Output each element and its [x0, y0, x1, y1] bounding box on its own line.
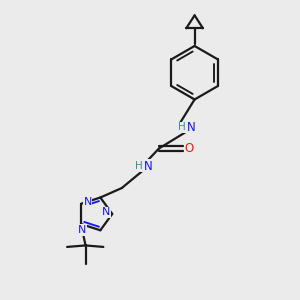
Text: N: N	[78, 225, 87, 235]
Text: N: N	[144, 160, 153, 172]
Text: N: N	[101, 207, 110, 218]
Text: O: O	[184, 142, 194, 155]
Text: H: H	[135, 161, 142, 171]
Text: H: H	[178, 122, 186, 132]
Text: N: N	[187, 121, 196, 134]
Text: N: N	[83, 197, 92, 207]
